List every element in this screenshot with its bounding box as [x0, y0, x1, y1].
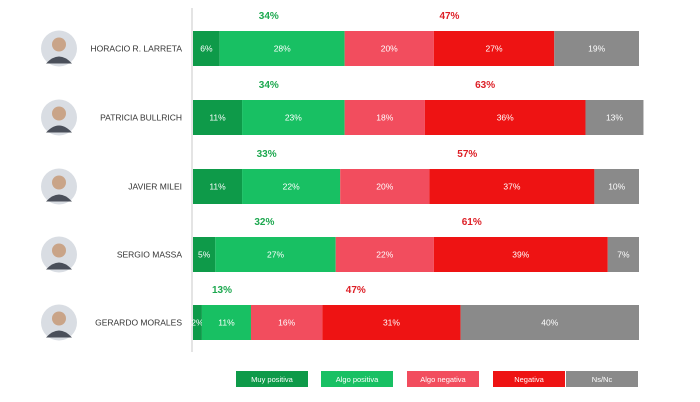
negative-total-label: 47%	[346, 285, 366, 296]
candidate-avatar	[41, 30, 77, 67]
bar-segment	[344, 100, 425, 135]
data-label: 39%	[512, 250, 529, 260]
data-label: 10%	[608, 182, 625, 192]
bar-segment	[460, 305, 639, 340]
data-label: 28%	[274, 44, 291, 54]
data-label: 11%	[209, 113, 226, 123]
bar-segment	[193, 237, 216, 272]
legend: Muy positiva Algo positiva Algo negativa Ne…	[236, 371, 638, 387]
legend-label: Algo positiva	[336, 375, 379, 384]
data-label: 16%	[278, 318, 295, 328]
bar-segment	[429, 169, 595, 204]
legend-label: Muy positiva	[251, 375, 294, 384]
avatars-group	[41, 30, 77, 341]
candidate-avatar	[41, 236, 77, 273]
bar-segment	[242, 169, 341, 204]
bar-segment	[193, 169, 243, 204]
legend-label: Ns/Nc	[592, 375, 613, 384]
bar-segment	[193, 31, 220, 66]
legend-item: Negativa	[493, 371, 565, 387]
candidate-avatar	[41, 304, 77, 341]
data-label: 7%	[617, 250, 630, 260]
data-label: 11%	[209, 182, 226, 192]
legend-swatch	[493, 371, 565, 387]
bar-segment	[340, 169, 430, 204]
candidate-name: HORACIO R. LARRETA	[91, 44, 183, 54]
legend-swatch	[407, 371, 479, 387]
candidate-name: JAVIER MILEI	[128, 182, 182, 192]
legend-label: Algo negativa	[420, 375, 466, 384]
data-label: 18%	[376, 113, 393, 123]
positive-total-label: 34%	[259, 80, 279, 91]
bars-group: 6% 28% 20% 27% 19% 11% 23% 18% 36% 13% 11% 22% 20% 37…	[191, 31, 644, 340]
bar-segment	[585, 100, 644, 135]
data-label: 20%	[381, 44, 398, 54]
negative-total-label: 57%	[457, 149, 477, 160]
data-label: 5%	[198, 250, 211, 260]
legend-swatch	[321, 371, 393, 387]
positive-total-label: 33%	[257, 149, 277, 160]
bar-segment	[607, 237, 639, 272]
bar-segment	[335, 237, 434, 272]
data-label: 20%	[376, 182, 393, 192]
candidate-name: GERARDO MORALES	[95, 318, 182, 328]
data-label: 40%	[541, 318, 558, 328]
legend-item: Ns/Nc	[566, 371, 638, 387]
bar-segment	[193, 305, 202, 340]
data-label: 36%	[497, 113, 514, 123]
data-label: 22%	[376, 250, 393, 260]
legend-item: Algo negativa	[407, 371, 479, 387]
legend-swatch	[566, 371, 638, 387]
legend-item: Algo positiva	[321, 371, 393, 387]
bar-segment	[215, 237, 336, 272]
legend-item: Muy positiva	[236, 371, 308, 387]
bar-segment	[344, 31, 434, 66]
data-label: 37%	[503, 182, 520, 192]
data-label: 2%	[191, 318, 204, 328]
bar-segment	[433, 237, 608, 272]
legend-label: Negativa	[514, 375, 544, 384]
bar-segment	[193, 100, 243, 135]
data-label: 22%	[283, 182, 300, 192]
positive-total-label: 34%	[259, 11, 279, 22]
bar-segment	[554, 31, 639, 66]
bar-segment	[201, 305, 251, 340]
bar-segment	[250, 305, 323, 340]
candidate-avatar	[41, 99, 77, 136]
data-label: 31%	[383, 318, 400, 328]
negative-total-label: 61%	[462, 217, 482, 228]
candidate-avatar	[41, 168, 77, 205]
positive-total-label: 32%	[254, 217, 274, 228]
bar-segment	[433, 31, 555, 66]
candidate-labels: HORACIO R. LARRETA PATRICIA BULLRICH JAVIE…	[91, 44, 183, 328]
data-label: 13%	[606, 113, 623, 123]
positive-total-label: 13%	[212, 285, 232, 296]
legend-swatch	[236, 371, 308, 387]
data-label: 27%	[267, 250, 284, 260]
data-label: 19%	[588, 44, 605, 54]
data-label: 11%	[218, 318, 235, 328]
data-label: 23%	[285, 113, 302, 123]
bar-segment	[594, 169, 639, 204]
data-label: 27%	[486, 44, 503, 54]
candidate-name: SERGIO MASSA	[117, 250, 183, 260]
candidate-name: PATRICIA BULLRICH	[100, 113, 182, 123]
bar-segment	[242, 100, 345, 135]
negative-total-label: 47%	[439, 11, 459, 22]
data-label: 6%	[200, 44, 213, 54]
negative-total-label: 63%	[475, 80, 495, 91]
bar-segment	[322, 305, 461, 340]
totals-group: 34% 47% 34% 63% 33% 57% 32% 61% 13% 47%	[212, 11, 495, 296]
bar-segment	[424, 100, 586, 135]
bar-segment	[219, 31, 345, 66]
